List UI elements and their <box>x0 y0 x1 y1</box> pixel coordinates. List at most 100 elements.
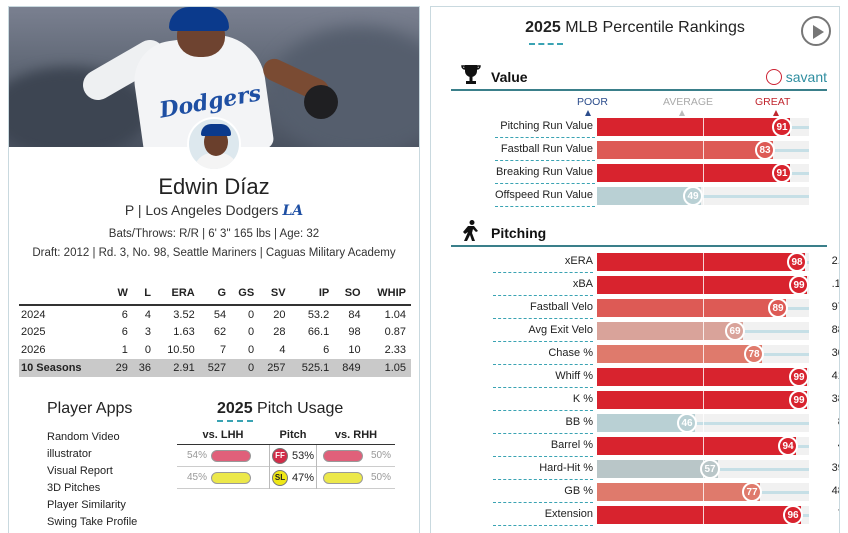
position-team[interactable]: P | Los Angeles Dodgers <box>124 202 279 218</box>
average-line <box>703 391 704 409</box>
percentile-row[interactable]: Extension 96 7.2 <box>451 504 839 526</box>
percentile-track: 77 <box>597 482 809 502</box>
pitch-type-badge[interactable]: FF <box>271 447 288 464</box>
stat-cell: 7 <box>219 344 227 356</box>
percentile-row[interactable]: BB % 46 8.1 <box>451 412 839 434</box>
metric-label: Extension <box>544 508 593 520</box>
percentile-row[interactable]: Avg Exit Velo 69 88.5 <box>451 320 839 342</box>
rhh-usage-pill <box>323 471 363 484</box>
percentile-bar <box>597 483 760 501</box>
player-app-link[interactable]: Swing Take Profile <box>47 516 138 528</box>
rhh-pct: 50% <box>371 450 392 461</box>
percentile-row[interactable]: xBA 99 .170 <box>451 274 839 296</box>
stat-cell: 10 <box>348 344 361 356</box>
percentile-bubble: 94 <box>778 436 798 456</box>
percentile-row[interactable]: K % 99 38.0 <box>451 389 839 411</box>
player-app-link[interactable]: Random Video <box>47 431 120 443</box>
play-button[interactable] <box>801 16 831 46</box>
player-app-link[interactable]: illustrator <box>47 448 92 460</box>
percentile-bubble: 83 <box>755 140 775 160</box>
stats-header-cell[interactable]: L <box>132 279 157 306</box>
career-row: 10 Seasons 29 36 2.91 527 0 257 525.1 849 1.05 <box>19 359 411 377</box>
stats-header-cell[interactable]: GS <box>231 279 260 306</box>
average-line <box>703 118 704 136</box>
career-stat-cell: 525.1 <box>290 359 335 377</box>
percentile-track: 91 <box>597 163 809 183</box>
stat-cell: 20 <box>273 308 286 321</box>
stats-header-cell[interactable]: WHIP <box>365 279 411 306</box>
percentile-whisker <box>743 330 809 333</box>
percentile-track: 57 <box>597 459 809 479</box>
percentile-row[interactable]: GB % 77 48.1 <box>451 481 839 503</box>
average-line <box>703 506 704 524</box>
stat-cell: 0 <box>144 344 152 356</box>
savant-brand[interactable]: savant <box>765 69 827 85</box>
metric-label: xBA <box>572 278 593 290</box>
player-app-link[interactable]: 3D Pitches <box>47 482 101 494</box>
row-divider <box>493 295 593 296</box>
percentile-row[interactable]: Hard-Hit % 57 39.7 <box>451 458 839 480</box>
percentile-row[interactable]: Fastball Velo 89 97.2 <box>451 297 839 319</box>
percentile-bar <box>597 187 701 205</box>
metric-value: 9 <box>813 143 839 155</box>
career-stat-cell: 1.05 <box>365 359 411 377</box>
stats-header-cell[interactable] <box>19 279 110 306</box>
average-line <box>703 253 704 271</box>
stat-cell: 0 <box>248 344 255 356</box>
metric-value: 88.5 <box>831 324 839 336</box>
stats-header-cell[interactable]: ERA <box>156 279 200 306</box>
metric-value: 30.5 <box>831 347 839 359</box>
percentile-row[interactable]: Whiff % 99 41.5 <box>451 366 839 388</box>
percentile-whisker <box>760 491 809 494</box>
percentile-row[interactable]: Fastball Run Value839 <box>451 139 827 161</box>
metric-label: Chase % <box>548 347 593 359</box>
player-app-link[interactable]: Player Similarity <box>47 499 126 511</box>
row-divider <box>493 410 593 411</box>
team-line: P | Los Angeles Dodgers LA <box>9 202 419 219</box>
percentile-row[interactable]: Breaking Run Value919 <box>451 162 827 184</box>
metric-value: 7.2 <box>813 508 839 520</box>
metric-label: Barrel % <box>550 439 593 451</box>
percentile-bubble: 99 <box>789 367 809 387</box>
stat-cell: 98 <box>348 326 361 338</box>
percentile-whisker <box>801 514 809 517</box>
percentile-whisker <box>718 468 809 471</box>
average-line <box>703 414 704 432</box>
metric-value: 48.1 <box>831 485 839 497</box>
rankings-year: 2025 <box>525 19 561 36</box>
pitch-pct: 53% <box>291 449 315 462</box>
stat-cell: 6 <box>323 344 330 356</box>
percentile-row[interactable]: xERA 98 2.49 <box>451 251 839 273</box>
stats-header-cell[interactable]: SV <box>259 279 291 306</box>
stat-cell: 6 <box>121 308 128 321</box>
player-card: Dodgers Edwin Díaz P | Los Angeles Dodge… <box>8 6 420 533</box>
percentile-track: 78 <box>597 344 809 364</box>
player-headshot <box>187 117 241 171</box>
metric-label: Offspeed Run Value <box>494 189 593 201</box>
stat-cell: 28 <box>273 326 286 338</box>
average-line <box>703 276 704 294</box>
percentile-row[interactable]: Barrel % 94 4.6 <box>451 435 839 457</box>
stats-row: 2024 6 4 3.52 54 0 20 53.2 84 1.04 <box>19 305 411 323</box>
percentile-row[interactable]: Chase % 78 30.5 <box>451 343 839 365</box>
player-app-link[interactable]: Visual Report <box>47 465 113 477</box>
stats-header-cell[interactable]: IP <box>290 279 335 306</box>
pitching-section-label: Pitching <box>491 225 547 241</box>
season-cell: 2024 <box>21 308 46 321</box>
stats-header-cell[interactable]: W <box>109 279 133 306</box>
metric-value: 8.1 <box>813 416 839 428</box>
percentile-bubble: 89 <box>768 298 788 318</box>
stat-cell: 62 <box>213 326 227 338</box>
percentile-row[interactable]: Offspeed Run Value490 <box>451 185 827 207</box>
percentile-bubble: 99 <box>789 275 809 295</box>
row-divider <box>493 502 593 503</box>
metric-label: Fastball Run Value <box>500 143 593 155</box>
stats-header-cell[interactable]: G <box>199 279 232 306</box>
percentile-track: 99 <box>597 275 809 295</box>
draft-line: Draft: 2012 | Rd. 3, No. 98, Seattle Mar… <box>32 247 396 259</box>
percentile-row[interactable]: Pitching Run Value9117 <box>451 116 827 138</box>
stat-cell: 66.1 <box>307 326 330 338</box>
percentile-whisker <box>762 353 809 356</box>
pitch-type-badge[interactable]: SL <box>271 469 288 486</box>
stats-header-cell[interactable]: SO <box>334 279 366 306</box>
